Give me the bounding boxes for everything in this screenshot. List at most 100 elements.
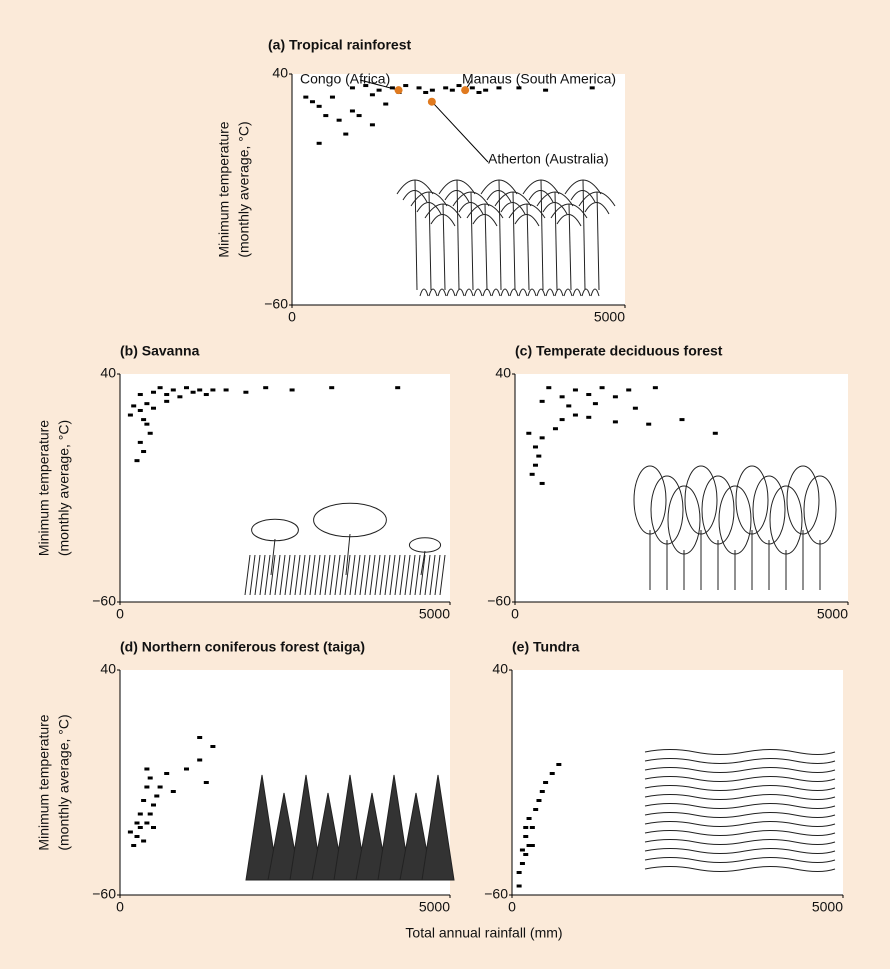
grass (279, 554, 286, 596)
annotation: Atherton (Australia) (488, 151, 609, 167)
trunk (470, 191, 474, 291)
frond (480, 179, 518, 203)
point (363, 84, 369, 88)
leaf (419, 288, 429, 297)
conifer (311, 792, 345, 881)
conifer (355, 792, 389, 881)
x-tick-label: 0 (288, 309, 296, 325)
point (243, 390, 249, 394)
grass (259, 554, 266, 596)
point (456, 84, 462, 88)
grass (309, 554, 316, 596)
point (449, 88, 455, 92)
point (349, 86, 355, 90)
trunk (428, 191, 432, 291)
point (151, 406, 156, 410)
point (154, 794, 160, 798)
grass (349, 554, 356, 596)
trunk (582, 179, 586, 291)
y-axis-label: (monthly average, °C) (236, 121, 252, 257)
conifer (245, 774, 279, 881)
plot-area (515, 374, 848, 602)
x-tick-label: 0 (511, 606, 519, 622)
point (476, 90, 482, 94)
leaf (500, 288, 510, 297)
terrain (644, 839, 836, 845)
grass (359, 554, 366, 596)
point (197, 758, 203, 762)
point (197, 736, 203, 739)
leaf (572, 288, 582, 297)
point (516, 86, 522, 90)
trunk (498, 179, 502, 291)
point-cloud (127, 736, 216, 847)
point (134, 821, 140, 825)
point (559, 418, 565, 422)
grass (369, 554, 376, 596)
point (323, 114, 329, 118)
point (170, 388, 176, 392)
grass (424, 554, 431, 596)
leaf (428, 288, 438, 297)
point (572, 388, 578, 392)
point (652, 386, 658, 390)
terrain (644, 812, 836, 818)
grass (289, 554, 296, 596)
point (496, 86, 502, 90)
point (539, 481, 545, 485)
point (151, 826, 156, 829)
terrain (644, 785, 836, 791)
grass (379, 554, 386, 596)
grass (274, 554, 281, 596)
point (626, 388, 632, 392)
y-axis-label: Minimum temperature (216, 121, 232, 257)
y-axis-label: (monthly average, °C) (56, 714, 72, 850)
grass (429, 554, 436, 596)
terrain (644, 848, 836, 854)
point (144, 402, 150, 406)
point (403, 84, 409, 88)
trunk (526, 203, 530, 291)
point (316, 104, 322, 108)
point (526, 431, 532, 435)
annotation: Congo (Africa) (300, 71, 390, 87)
grass (364, 554, 371, 596)
leaf (545, 288, 555, 297)
biome-illustration (633, 465, 837, 590)
x-axis-label: Total annual rainfall (mm) (405, 925, 562, 941)
leaf (563, 288, 573, 297)
grass (249, 554, 256, 596)
y-tick-label: −60 (92, 593, 116, 609)
x-tick-label: 5000 (419, 606, 450, 622)
grass (414, 554, 421, 596)
point (141, 799, 147, 802)
point (679, 418, 685, 422)
point (389, 86, 395, 90)
grass (389, 554, 396, 596)
terrain (644, 830, 836, 836)
terrain (644, 776, 836, 782)
point (523, 853, 529, 856)
y-tick-label: −60 (92, 886, 116, 902)
point (523, 826, 529, 829)
point (423, 90, 429, 94)
point (127, 830, 133, 834)
point (483, 88, 489, 92)
point (164, 772, 170, 775)
annotation: Manaus (South America) (462, 71, 616, 87)
terrain (644, 794, 836, 800)
point (536, 454, 542, 458)
point (572, 413, 578, 417)
frond (564, 179, 602, 203)
point (529, 472, 535, 476)
point (519, 862, 525, 865)
point (157, 785, 163, 789)
point (543, 781, 549, 784)
panel-title: (b) Savanna (120, 343, 200, 359)
conifer (289, 774, 323, 881)
grass (384, 554, 391, 596)
y-tick-label: 40 (495, 365, 511, 381)
point (586, 415, 592, 419)
point (356, 114, 362, 118)
point (526, 817, 532, 820)
